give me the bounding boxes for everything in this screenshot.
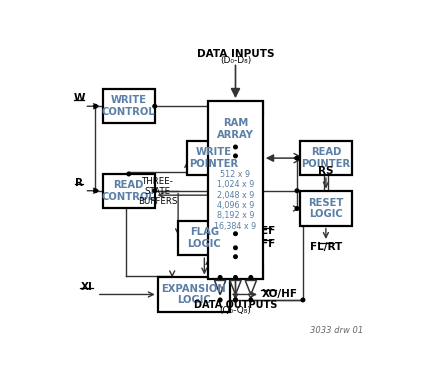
Circle shape bbox=[127, 172, 130, 176]
Text: RS: RS bbox=[318, 166, 334, 176]
Text: R: R bbox=[75, 178, 83, 188]
Bar bbox=[103, 89, 155, 123]
Circle shape bbox=[301, 298, 305, 302]
Circle shape bbox=[234, 154, 237, 158]
Bar bbox=[300, 141, 352, 175]
Circle shape bbox=[218, 298, 222, 302]
Text: DATA OUTPUTS: DATA OUTPUTS bbox=[194, 300, 277, 310]
Text: 512 x 9
1,024 x 9
2,048 x 9
4,096 x 9
8,192 x 9
16,384 x 9: 512 x 9 1,024 x 9 2,048 x 9 4,096 x 9 8,… bbox=[214, 170, 257, 231]
Text: EXPANSION
LOGIC: EXPANSION LOGIC bbox=[162, 284, 226, 305]
Bar bbox=[208, 101, 263, 279]
Bar bbox=[187, 141, 239, 175]
Text: WRITE
CONTROL: WRITE CONTROL bbox=[102, 95, 156, 117]
Text: READ
POINTER: READ POINTER bbox=[302, 147, 350, 169]
Bar bbox=[103, 174, 155, 208]
Text: FL/RT: FL/RT bbox=[310, 242, 342, 252]
Text: (Q₀-Q₈): (Q₀-Q₈) bbox=[219, 306, 251, 315]
Circle shape bbox=[234, 298, 237, 302]
Circle shape bbox=[94, 104, 97, 108]
Bar bbox=[178, 221, 230, 255]
Text: XI: XI bbox=[81, 281, 92, 291]
Circle shape bbox=[218, 276, 222, 279]
Circle shape bbox=[295, 207, 299, 210]
Circle shape bbox=[94, 189, 97, 192]
Circle shape bbox=[249, 298, 253, 302]
Text: W: W bbox=[73, 93, 85, 103]
Text: FF: FF bbox=[261, 239, 276, 249]
Bar bbox=[158, 278, 230, 311]
Circle shape bbox=[153, 189, 156, 192]
Circle shape bbox=[234, 145, 237, 149]
Bar bbox=[300, 191, 352, 226]
Circle shape bbox=[234, 246, 237, 249]
Circle shape bbox=[295, 189, 299, 192]
Text: RESET
LOGIC: RESET LOGIC bbox=[308, 198, 343, 219]
Text: 3033 drw 01: 3033 drw 01 bbox=[311, 326, 364, 335]
Circle shape bbox=[249, 276, 253, 279]
Text: XO/HF: XO/HF bbox=[261, 289, 297, 299]
Text: READ
CONTROL: READ CONTROL bbox=[102, 180, 156, 201]
Text: (D₀-D₈): (D₀-D₈) bbox=[220, 56, 251, 65]
Text: FLAG
LOGIC: FLAG LOGIC bbox=[187, 228, 221, 249]
Circle shape bbox=[234, 255, 237, 258]
Circle shape bbox=[153, 104, 156, 108]
Circle shape bbox=[234, 232, 237, 236]
Text: THREE-
STATE
BUFFERS: THREE- STATE BUFFERS bbox=[138, 177, 178, 206]
Circle shape bbox=[234, 298, 237, 302]
Text: WRITE
POINTER: WRITE POINTER bbox=[189, 147, 238, 169]
Text: DATA INPUTS: DATA INPUTS bbox=[197, 49, 274, 59]
Circle shape bbox=[295, 156, 299, 160]
Text: RAM
ARRAY: RAM ARRAY bbox=[217, 119, 254, 140]
Circle shape bbox=[234, 276, 237, 279]
Text: EF: EF bbox=[261, 226, 276, 236]
